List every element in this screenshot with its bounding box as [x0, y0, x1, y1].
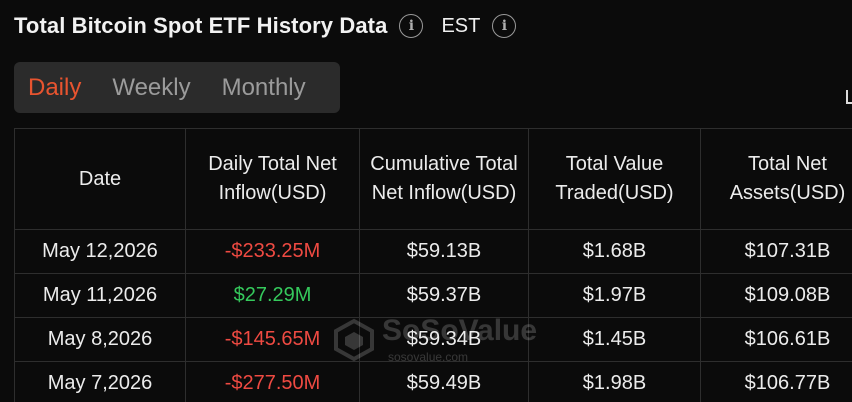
table-row: May 8,2026 -$145.65M $59.34B $1.45B $106…	[14, 317, 852, 362]
etf-history-table: Date Daily Total Net Inflow(USD) Cumulat…	[14, 128, 852, 402]
cell-cumulative-net-inflow: $59.37B	[359, 273, 529, 318]
column-header-total-value-traded[interactable]: Total Value Traded(USD)	[528, 128, 701, 230]
scroll-edge-indicator	[846, 90, 852, 104]
cell-total-value-traded: $1.98B	[528, 361, 701, 402]
cell-total-net-assets: $109.08B	[700, 273, 852, 318]
column-header-daily-net-inflow[interactable]: Daily Total Net Inflow(USD)	[185, 128, 360, 230]
table-header-row: Date Daily Total Net Inflow(USD) Cumulat…	[14, 128, 852, 230]
info-icon[interactable]: i	[399, 14, 424, 38]
cell-daily-net-inflow: -$145.65M	[185, 317, 360, 362]
tab-monthly[interactable]: Monthly	[221, 73, 306, 101]
page-title: Total Bitcoin Spot ETF History Data	[14, 13, 388, 38]
column-header-date[interactable]: Date	[14, 128, 186, 230]
timezone-info-icon[interactable]: i	[492, 14, 517, 38]
cell-date: May 7,2026	[14, 361, 186, 402]
cell-date: May 12,2026	[14, 229, 186, 274]
cell-date: May 11,2026	[14, 273, 186, 318]
cell-total-net-assets: $106.61B	[700, 317, 852, 362]
cell-daily-net-inflow: -$277.50M	[185, 361, 360, 402]
column-header-total-net-assets[interactable]: Total Net Assets(USD)	[700, 128, 852, 230]
cell-date: May 8,2026	[14, 317, 186, 362]
cell-daily-net-inflow: $27.29M	[185, 273, 360, 318]
tab-weekly[interactable]: Weekly	[112, 73, 191, 101]
cell-cumulative-net-inflow: $59.34B	[359, 317, 529, 362]
tab-daily[interactable]: Daily	[28, 73, 82, 101]
table-row: May 11,2026 $27.29M $59.37B $1.97B $109.…	[14, 273, 852, 318]
etf-history-table-container[interactable]: Date Daily Total Net Inflow(USD) Cumulat…	[14, 128, 852, 402]
table-row: May 7,2026 -$277.50M $59.49B $1.98B $106…	[14, 361, 852, 402]
page-header: Total Bitcoin Spot ETF History Data i ES…	[14, 8, 517, 44]
cell-daily-net-inflow: -$233.25M	[185, 229, 360, 274]
cell-total-value-traded: $1.97B	[528, 273, 701, 318]
cell-total-value-traded: $1.45B	[528, 317, 701, 362]
table-row: May 12,2026 -$233.25M $59.13B $1.68B $10…	[14, 229, 852, 274]
column-header-cumulative-net-inflow[interactable]: Cumulative Total Net Inflow(USD)	[359, 128, 529, 230]
cell-total-value-traded: $1.68B	[528, 229, 701, 274]
timezone-label: EST	[441, 14, 481, 37]
cell-cumulative-net-inflow: $59.13B	[359, 229, 529, 274]
cell-total-net-assets: $106.77B	[700, 361, 852, 402]
cell-total-net-assets: $107.31B	[700, 229, 852, 274]
cell-cumulative-net-inflow: $59.49B	[359, 361, 529, 402]
period-tabs: Daily Weekly Monthly	[14, 62, 340, 113]
